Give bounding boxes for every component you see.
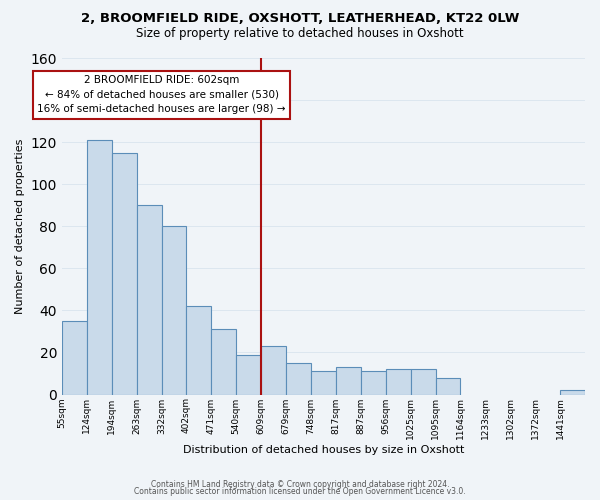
Bar [261, 346, 286, 395]
Bar [286, 363, 311, 394]
Y-axis label: Number of detached properties: Number of detached properties [15, 138, 25, 314]
Text: Contains HM Land Registry data © Crown copyright and database right 2024.: Contains HM Land Registry data © Crown c… [151, 480, 449, 489]
Text: Contains public sector information licensed under the Open Government Licence v3: Contains public sector information licen… [134, 488, 466, 496]
Bar [187, 306, 211, 394]
Bar [386, 370, 410, 394]
Bar [236, 354, 261, 395]
Bar [361, 372, 386, 394]
Bar [311, 372, 336, 394]
Text: 2 BROOMFIELD RIDE: 602sqm
← 84% of detached houses are smaller (530)
16% of semi: 2 BROOMFIELD RIDE: 602sqm ← 84% of detac… [37, 75, 286, 114]
Bar [137, 205, 161, 394]
Bar [436, 378, 460, 394]
Bar [112, 152, 137, 394]
Text: Size of property relative to detached houses in Oxshott: Size of property relative to detached ho… [136, 28, 464, 40]
Bar [410, 370, 436, 394]
Bar [161, 226, 187, 394]
Bar [62, 321, 87, 394]
X-axis label: Distribution of detached houses by size in Oxshott: Distribution of detached houses by size … [183, 445, 464, 455]
Bar [560, 390, 585, 394]
Bar [211, 330, 236, 394]
Bar [87, 140, 112, 394]
Text: 2, BROOMFIELD RIDE, OXSHOTT, LEATHERHEAD, KT22 0LW: 2, BROOMFIELD RIDE, OXSHOTT, LEATHERHEAD… [81, 12, 519, 26]
Bar [336, 367, 361, 394]
